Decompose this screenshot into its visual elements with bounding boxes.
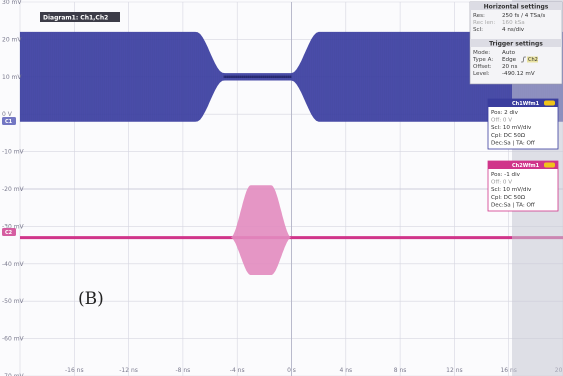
ch2-burst bbox=[230, 185, 292, 275]
rec-len-label: Rec len: bbox=[473, 20, 495, 26]
y-tick-label: 20 mV bbox=[2, 36, 22, 43]
info-box-line: Pos: 2 div bbox=[491, 110, 519, 116]
y-tick-label: -50 mV bbox=[2, 298, 25, 305]
ch1-level-marker[interactable]: C1 bbox=[2, 117, 16, 125]
info-box-line: Scl: 10 mV/div bbox=[491, 187, 532, 193]
x-tick-label: 16 ns bbox=[500, 367, 516, 374]
x-tick-label: -8 ns bbox=[175, 367, 190, 374]
y-tick-label: 10 mV bbox=[2, 74, 22, 81]
scl-label: Scl: bbox=[473, 27, 483, 33]
info-box-line: Scl: 10 mV/div bbox=[491, 125, 532, 131]
x-tick-label: 8 ns bbox=[394, 367, 407, 374]
res-label: Res: bbox=[473, 13, 485, 19]
type-value: Edge bbox=[502, 57, 517, 63]
ch2-box-title: Ch2Wfm1 bbox=[512, 163, 540, 169]
info-box-line: Off: 0 V bbox=[491, 180, 512, 186]
level-value: -490.12 mV bbox=[502, 71, 535, 77]
info-box-line: Dec:Sa | TA: Off bbox=[491, 202, 535, 208]
mode-label: Mode: bbox=[473, 50, 490, 56]
info-box-line: Dec:Sa | TA: Off bbox=[491, 140, 535, 146]
figure-panel-label: (B) bbox=[78, 289, 104, 309]
scl-value: 4 ns/div bbox=[502, 27, 525, 33]
info-box-line: Off: 0 V bbox=[491, 118, 512, 124]
trigger-source: Ch2 bbox=[528, 57, 538, 63]
x-tick-label: -16 ns bbox=[65, 367, 84, 374]
x-tick-label: 12 ns bbox=[446, 367, 462, 374]
y-tick-label: -40 mV bbox=[2, 261, 25, 268]
ch1-box-title: Ch1Wfm1 bbox=[512, 101, 540, 107]
ch1-box-close-icon[interactable] bbox=[544, 100, 555, 106]
ch2-box-close-icon[interactable] bbox=[544, 162, 555, 168]
ch2-marker-label: C2 bbox=[5, 230, 13, 236]
info-box-line: Cpl: DC 50Ω bbox=[491, 195, 526, 201]
level-label: Level: bbox=[473, 71, 490, 77]
mode-value: Auto bbox=[502, 50, 516, 56]
info-box-line: Pos: -1 div bbox=[491, 172, 521, 178]
offset-value: 20 ns bbox=[502, 64, 517, 70]
res-value: 250 fs / 4 TSa/s bbox=[502, 13, 545, 19]
offset-label: Offset: bbox=[473, 64, 492, 70]
x-tick-label: 4 ns bbox=[339, 367, 352, 374]
diagram-tab-label: Diagram1: Ch1,Ch2 bbox=[43, 15, 108, 22]
diagram-tab[interactable]: Diagram1: Ch1,Ch2 bbox=[40, 12, 120, 22]
type-label: Type A: bbox=[472, 57, 493, 63]
settings-panel[interactable]: Horizontal settings Res: 250 fs / 4 TSa/… bbox=[469, 1, 563, 85]
ch2-level-marker[interactable]: C2 bbox=[2, 228, 16, 236]
y-tick-label: -10 mV bbox=[2, 149, 25, 156]
x-tick-label: 0 s bbox=[287, 367, 296, 374]
y-tick-label: -30 mV bbox=[2, 223, 25, 230]
horizontal-settings-title: Horizontal settings bbox=[484, 4, 549, 11]
x-tick-label: -4 ns bbox=[230, 367, 245, 374]
trigger-settings-title: Trigger settings bbox=[489, 41, 543, 48]
y-tick-label: -60 mV bbox=[2, 336, 25, 343]
info-box-line: Cpl: DC 50Ω bbox=[491, 133, 526, 139]
ch1-marker-label: C1 bbox=[5, 119, 13, 125]
y-tick-label: -70 mV bbox=[2, 373, 25, 376]
y-tick-labels: 30 mV 20 mV 10 mV 0 V -10 mV -20 mV -30 mV -40 … bbox=[2, 0, 25, 376]
x-tick-label: -12 ns bbox=[119, 367, 138, 374]
rising-edge-icon bbox=[521, 56, 526, 63]
y-tick-label: -20 mV bbox=[2, 186, 25, 193]
y-tick-label: 30 mV bbox=[2, 0, 22, 6]
rec-len-value: 160 kSa bbox=[502, 20, 525, 26]
y-tick-label: 0 V bbox=[2, 111, 13, 118]
